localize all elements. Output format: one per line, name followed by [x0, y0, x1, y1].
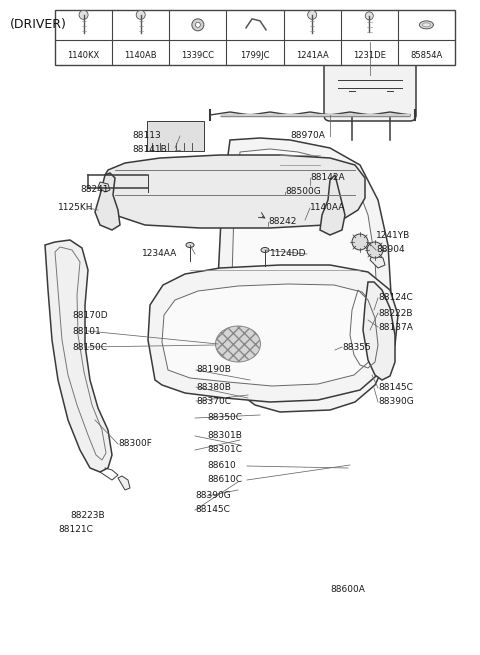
Text: 88124C: 88124C — [378, 293, 413, 303]
Text: 88113: 88113 — [132, 132, 161, 141]
Text: 88390G: 88390G — [195, 491, 231, 500]
Text: 88142A: 88142A — [310, 174, 345, 183]
Text: 88301B: 88301B — [207, 432, 242, 441]
Text: 1234AA: 1234AA — [142, 250, 177, 259]
Circle shape — [352, 234, 368, 250]
Text: 1140AB: 1140AB — [124, 50, 157, 60]
Ellipse shape — [261, 248, 269, 252]
FancyBboxPatch shape — [324, 54, 416, 121]
Text: 88380B: 88380B — [196, 383, 231, 392]
Text: 88137A: 88137A — [378, 322, 413, 331]
Text: 88242: 88242 — [268, 217, 296, 227]
Text: 88121C: 88121C — [58, 525, 93, 534]
Ellipse shape — [216, 326, 261, 362]
Polygon shape — [118, 476, 130, 490]
Circle shape — [365, 12, 373, 20]
Ellipse shape — [422, 23, 431, 27]
Polygon shape — [105, 155, 365, 228]
Text: 88223B: 88223B — [70, 510, 105, 519]
Circle shape — [308, 10, 317, 20]
Text: 88241: 88241 — [80, 185, 108, 193]
Text: 88222B: 88222B — [378, 309, 412, 318]
Text: 88904: 88904 — [376, 246, 405, 255]
Text: 88145C: 88145C — [378, 383, 413, 392]
Circle shape — [136, 10, 145, 20]
Text: 88600A: 88600A — [330, 586, 365, 595]
Polygon shape — [320, 175, 345, 235]
Text: 1241YB: 1241YB — [376, 231, 410, 240]
Polygon shape — [232, 149, 378, 394]
Circle shape — [367, 242, 383, 258]
Text: 88500G: 88500G — [285, 187, 321, 196]
Text: 1241AA: 1241AA — [296, 50, 328, 60]
Text: 88101: 88101 — [72, 326, 101, 335]
Polygon shape — [45, 240, 112, 472]
Bar — [55, 10, 455, 65]
Text: 88300F: 88300F — [118, 440, 152, 449]
Circle shape — [192, 19, 204, 31]
Circle shape — [79, 10, 88, 20]
Text: 1140AA: 1140AA — [310, 204, 346, 212]
Text: 88301C: 88301C — [207, 445, 242, 455]
Text: 88610C: 88610C — [207, 476, 242, 485]
Text: 1125KH: 1125KH — [58, 204, 94, 212]
Text: 88145C: 88145C — [195, 506, 230, 514]
Polygon shape — [370, 255, 385, 268]
Circle shape — [195, 22, 200, 28]
Polygon shape — [95, 173, 120, 230]
Polygon shape — [363, 282, 395, 380]
Text: 1140KX: 1140KX — [68, 50, 100, 60]
Polygon shape — [98, 182, 110, 192]
Text: 88390G: 88390G — [378, 398, 414, 407]
Text: 85854A: 85854A — [410, 50, 443, 60]
Text: 1799JC: 1799JC — [240, 50, 270, 60]
Text: 88350C: 88350C — [207, 413, 242, 422]
Ellipse shape — [420, 21, 433, 29]
FancyBboxPatch shape — [147, 121, 204, 151]
Text: 88970A: 88970A — [290, 132, 325, 141]
Ellipse shape — [304, 289, 356, 351]
Text: 88355: 88355 — [342, 343, 371, 352]
Text: 1124DD: 1124DD — [270, 250, 307, 259]
Text: 1231DE: 1231DE — [353, 50, 386, 60]
Polygon shape — [162, 284, 380, 386]
Text: 88610: 88610 — [207, 462, 236, 470]
Text: 88141B: 88141B — [132, 145, 167, 155]
Text: 88170D: 88170D — [72, 312, 108, 320]
Polygon shape — [218, 138, 392, 412]
Text: 88370C: 88370C — [196, 396, 231, 405]
Ellipse shape — [186, 242, 194, 248]
Text: 88150C: 88150C — [72, 343, 107, 352]
Polygon shape — [148, 265, 398, 402]
Text: 88190B: 88190B — [196, 365, 231, 375]
Text: (DRIVER): (DRIVER) — [10, 18, 67, 31]
Text: 1339CC: 1339CC — [181, 50, 215, 60]
